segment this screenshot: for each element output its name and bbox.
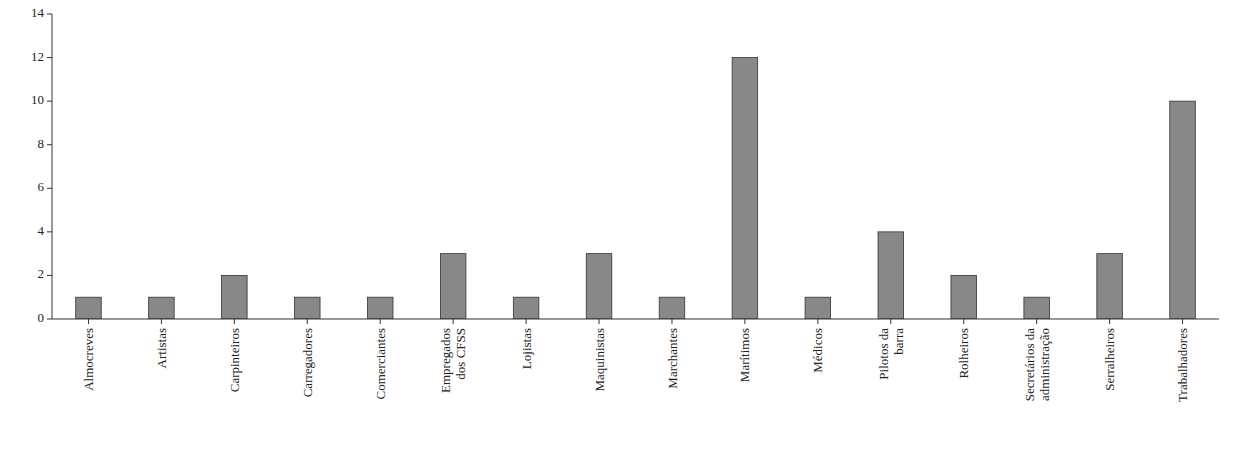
x-tick-label-line: Carregadores [300, 328, 315, 397]
x-tick [526, 319, 527, 324]
x-tick-label: Maquinistas [592, 328, 607, 392]
y-tick [47, 319, 52, 320]
y-tick-label: 8 [38, 136, 45, 151]
y-tick-label: 2 [38, 266, 45, 281]
bar [659, 297, 685, 319]
x-tick [744, 319, 745, 324]
x-tick [817, 319, 818, 324]
x-tick-label-line: Comerciantes [373, 328, 388, 399]
x-tick [890, 319, 891, 324]
bar [367, 297, 393, 319]
bar [76, 297, 102, 319]
bar [149, 297, 175, 319]
y-tick [47, 14, 52, 15]
x-tick [1109, 319, 1110, 324]
x-tick-label-line: Marítimos [737, 328, 752, 382]
x-tick-label: Marítimos [737, 328, 752, 382]
chart-container: 0 2 4 6 8 10 12 14 Almocreves Artistas Carpinteiro… [0, 0, 1233, 469]
x-tick-label: Trabalhadores [1175, 328, 1190, 402]
y-tick [47, 144, 52, 145]
bar [732, 58, 758, 319]
x-tick-label: Serralheiros [1102, 328, 1117, 391]
y-tick-label: 6 [38, 179, 45, 194]
bar [586, 254, 612, 319]
y-tick-label: 10 [31, 92, 44, 107]
bar [951, 275, 977, 319]
x-tick-label-line: Trabalhadores [1175, 328, 1190, 402]
x-tick [380, 319, 381, 324]
x-axis: Almocreves Artistas Carpinteiros Carregador… [52, 319, 1219, 402]
bar [1097, 254, 1123, 319]
x-tick-label-line: Artistas [154, 328, 169, 368]
y-tick-label: 14 [31, 5, 45, 20]
bar [878, 232, 904, 319]
x-tick [1182, 319, 1183, 324]
x-tick-label-line: Carpinteiros [227, 328, 242, 392]
x-axis-line [52, 319, 1219, 320]
bar [1170, 101, 1196, 319]
y-tick [47, 57, 52, 58]
bar [222, 275, 248, 319]
x-tick-label: Marchantes [665, 328, 680, 389]
bar [1024, 297, 1050, 319]
y-tick-label: 12 [31, 49, 44, 64]
x-tick-label: Comerciantes [373, 328, 388, 399]
x-tick-label: Rolheiros [956, 328, 971, 379]
x-tick-label-line: Pilotos da [876, 328, 891, 380]
x-tick-label: Pilotos dabarra [876, 328, 906, 380]
x-tick-label: Carpinteiros [227, 328, 242, 392]
x-tick-label: Empregadosdos CFSS [438, 328, 468, 393]
y-tick [47, 188, 52, 189]
y-tick [47, 231, 52, 232]
x-tick-label-line: administração [1037, 328, 1052, 401]
chart-svg: 0 2 4 6 8 10 12 14 Almocreves Artistas Carpinteiro… [0, 0, 1233, 469]
bar [513, 297, 539, 319]
x-tick-label: Lojistas [519, 328, 534, 369]
y-axis-line [52, 14, 53, 319]
bar [295, 297, 321, 319]
x-tick [88, 319, 89, 324]
x-tick-label-line: barra [891, 328, 906, 355]
x-tick-label: Artistas [154, 328, 169, 368]
y-tick [47, 101, 52, 102]
x-tick-label-line: Lojistas [519, 328, 534, 369]
x-tick-label: Secretários daadministração [1022, 328, 1052, 402]
x-tick-label: Carregadores [300, 328, 315, 397]
x-tick-label-line: Empregados [438, 328, 453, 393]
x-tick-label-line: Serralheiros [1102, 328, 1117, 391]
x-tick [234, 319, 235, 324]
x-tick-label: Médicos [810, 328, 825, 373]
x-tick [963, 319, 964, 324]
y-tick-label: 0 [38, 310, 45, 325]
x-tick [671, 319, 672, 324]
y-tick-label: 4 [38, 223, 45, 238]
x-tick [161, 319, 162, 324]
x-tick [599, 319, 600, 324]
x-tick-label-line: Rolheiros [956, 328, 971, 379]
x-tick-label-line: Marchantes [665, 328, 680, 389]
x-tick [1036, 319, 1037, 324]
y-axis: 0 2 4 6 8 10 12 14 [31, 5, 52, 325]
x-tick-label-line: Maquinistas [592, 328, 607, 392]
x-tick-label-line: Almocreves [81, 328, 96, 391]
y-tick [47, 275, 52, 276]
x-tick-label-line: dos CFSS [453, 328, 468, 380]
bar [805, 297, 831, 319]
bar [440, 254, 466, 319]
x-tick [307, 319, 308, 324]
bars [76, 58, 1196, 319]
x-tick-label-line: Secretários da [1022, 328, 1037, 402]
x-tick-label: Almocreves [81, 328, 96, 391]
x-tick-label-line: Médicos [810, 328, 825, 373]
x-tick [453, 319, 454, 324]
